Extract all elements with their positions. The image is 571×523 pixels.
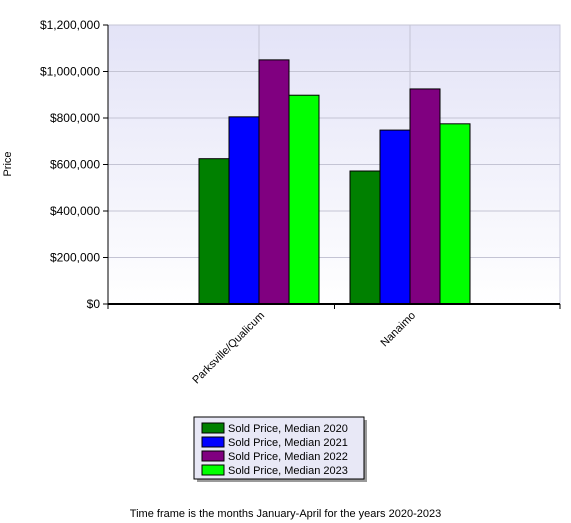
y-tick-label: $600,000 — [50, 158, 100, 172]
legend-label: Sold Price, Median 2021 — [228, 437, 348, 449]
legend-label: Sold Price, Median 2020 — [228, 423, 348, 435]
bar — [198, 158, 230, 305]
y-tick-label: $400,000 — [50, 204, 100, 218]
legend-swatch — [201, 450, 225, 462]
x-tick-label: Parksville/Qualicum — [190, 310, 267, 387]
y-axis-label: Price — [2, 151, 14, 176]
y-tick-label: $1,000,000 — [40, 65, 100, 79]
bar — [439, 123, 471, 305]
y-tick-label: $1,200,000 — [40, 18, 100, 32]
legend-swatch — [201, 422, 225, 434]
bar — [349, 170, 381, 305]
legend-swatch — [201, 464, 225, 476]
legend-swatch — [201, 436, 225, 448]
legend-label: Sold Price, Median 2022 — [228, 451, 348, 463]
bar — [228, 116, 260, 305]
bar — [288, 94, 320, 305]
bar — [258, 59, 290, 305]
legend-label: Sold Price, Median 2023 — [228, 465, 348, 477]
y-tick-label: $800,000 — [50, 111, 100, 125]
legend: Sold Price, Median 2020 Sold Price, Media… — [193, 416, 367, 482]
y-tick-label: $0 — [87, 297, 101, 311]
bar — [409, 88, 441, 305]
bar — [379, 129, 411, 305]
footnote: Time frame is the months January-April f… — [129, 508, 442, 520]
x-tick-label: Nanaimo — [379, 310, 419, 350]
y-tick-label: $200,000 — [50, 251, 100, 265]
